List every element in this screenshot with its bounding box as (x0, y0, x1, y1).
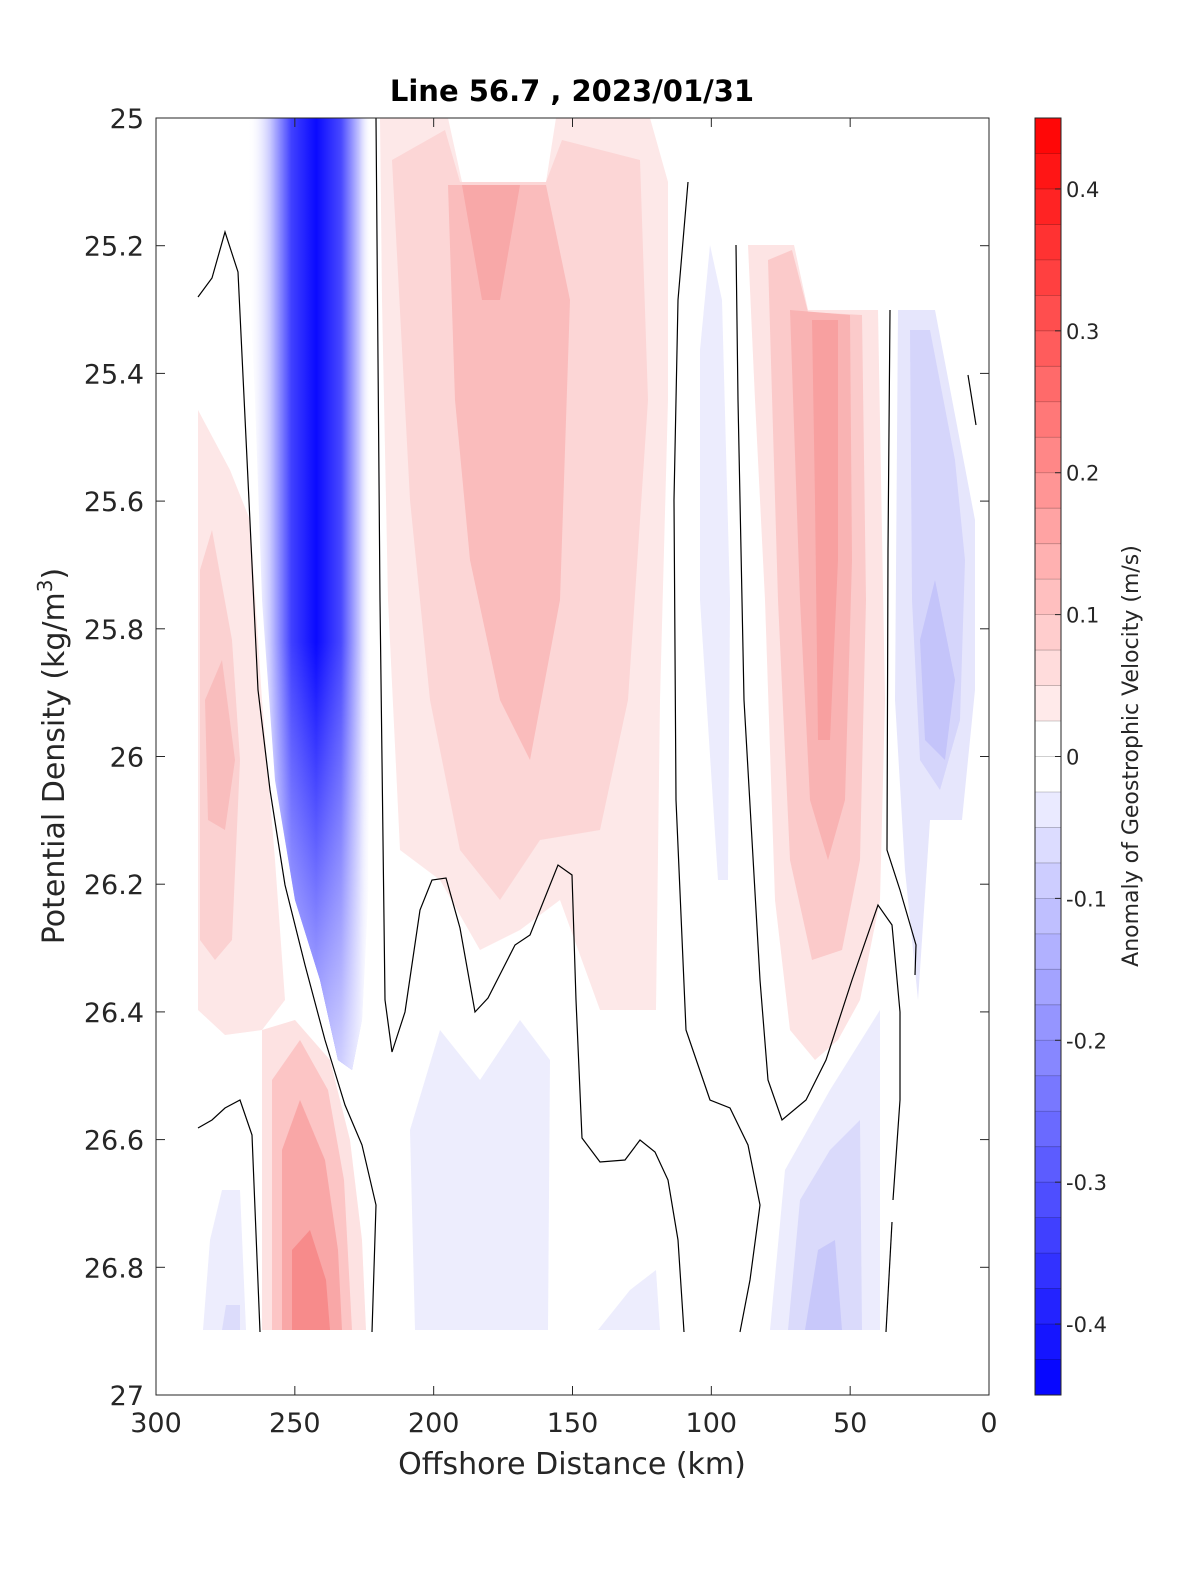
colorbar-tick-label: -0.1 (1066, 887, 1107, 911)
colorbar-segment (1035, 508, 1061, 545)
y-tick-label: 26.2 (84, 870, 144, 901)
chart-title: Line 56.7 , 2023/01/31 (390, 74, 754, 108)
colorbar-tick-label: -0.3 (1066, 1171, 1107, 1195)
field-deep-counter-peak (292, 1230, 330, 1330)
colorbar-segment (1035, 295, 1061, 332)
colorbar-segment (1035, 1288, 1061, 1325)
colorbar-tick-label: -0.2 (1066, 1029, 1107, 1053)
field-deep-central-negative (410, 1020, 550, 1330)
colorbar-segment (1035, 259, 1061, 296)
y-tick-label: 26.4 (84, 998, 144, 1029)
colorbar-label: Anomaly of Geostrophic Velocity (m/s) (1119, 545, 1144, 967)
colorbar-segment (1035, 756, 1061, 793)
zero-contour (885, 1221, 893, 1333)
colorbar-segment (1035, 827, 1061, 864)
field-nearshore-negative-core (920, 580, 955, 760)
colorbar-segment (1035, 898, 1061, 935)
colorbar-segment (1035, 224, 1061, 261)
colorbar-tick-label: 0 (1066, 746, 1079, 770)
colorbar-segment (1035, 650, 1061, 687)
colorbar-segment (1035, 1324, 1061, 1361)
field-thin-negative (700, 245, 730, 880)
colorbar-segment (1035, 1182, 1061, 1219)
colorbar-segment (1035, 721, 1061, 757)
y-tick-label: 26 (110, 743, 144, 774)
y-tick-label: 26.6 (84, 1126, 144, 1157)
plot-area (155, 117, 990, 1396)
x-tick-label: 150 (547, 1408, 599, 1439)
colorbar-segment (1035, 1040, 1061, 1077)
zero-contours (197, 118, 977, 1333)
colorbar-tick-label: 0.1 (1066, 604, 1099, 628)
field-inshore-peak (812, 320, 838, 740)
zero-contour (197, 1099, 261, 1333)
x-tick-label: 200 (408, 1408, 460, 1439)
x-tick-label: 0 (980, 1408, 997, 1439)
colorbar-segment (1035, 614, 1061, 651)
colorbar-segment (1035, 1111, 1061, 1148)
colorbar-segment (1035, 1359, 1061, 1396)
y-axis-label-suffix: ) (37, 568, 72, 580)
zero-contour (375, 118, 685, 1333)
field-deep-inshore-negative-mid (788, 1120, 862, 1330)
colorbar-segment (1035, 330, 1061, 367)
colorbar-tick-label: 0.4 (1066, 178, 1099, 202)
field-deep-central-negative-2 (598, 1270, 660, 1330)
colorbar-segment (1035, 153, 1061, 190)
field-offshore-jet-fade (248, 118, 372, 1070)
colorbar-tick-label: -0.4 (1066, 1313, 1107, 1337)
colorbar-segment (1035, 862, 1061, 899)
y-axis-label: Potential Density (kg/m3) (33, 568, 72, 944)
field-deep-inshore-negative-core (805, 1240, 842, 1330)
zero-contour (886, 309, 917, 976)
x-tick-label: 250 (269, 1408, 321, 1439)
colorbar-segment (1035, 188, 1061, 225)
y-tick-label: 25.6 (84, 487, 144, 518)
colorbar-segment (1035, 933, 1061, 970)
colorbar-segment (1035, 1004, 1061, 1041)
y-tick-label: 25 (110, 104, 144, 135)
field-offshore-positive-peak (205, 660, 235, 830)
field-deep-offshore-negative-core (222, 1305, 240, 1330)
axes: 300 250 200 150 100 50 0 25 25.2 25.4 25.6 25.8 26 26… (84, 104, 998, 1439)
zero-contour (197, 229, 377, 1333)
colorbar-segment (1035, 969, 1061, 1006)
colorbar-segment (1035, 1075, 1061, 1112)
zero-contour (673, 181, 761, 1333)
x-tick-label: 300 (130, 1408, 182, 1439)
colorbar-segment (1035, 437, 1061, 474)
field-central-core (448, 185, 570, 760)
colorbar-segment (1035, 1146, 1061, 1183)
y-axis-label-sup: 3 (33, 579, 57, 592)
colorbar-segment (1035, 1253, 1061, 1290)
colorbar-segment (1035, 1217, 1061, 1254)
x-tick-label: 50 (833, 1408, 867, 1439)
zero-contour (735, 244, 901, 1201)
y-tick-label: 25.2 (84, 232, 144, 263)
field-central-peak (462, 185, 520, 300)
x-axis-label: Offshore Distance (km) (398, 1447, 746, 1482)
y-tick-label: 27 (110, 1381, 144, 1412)
colorbar-segment (1035, 543, 1061, 580)
y-tick-label: 25.8 (84, 615, 144, 646)
colorbar-tick-label: 0.3 (1066, 320, 1099, 344)
colorbar-tick-label: 0.2 (1066, 462, 1099, 486)
colorbar-segment (1035, 118, 1061, 154)
y-tick-label: 26.8 (84, 1253, 144, 1284)
colorbar-segment (1035, 791, 1061, 828)
colorbar-segment (1035, 579, 1061, 616)
colorbar-segment (1035, 472, 1061, 509)
y-tick-label: 25.4 (84, 359, 144, 390)
colorbar-segment (1035, 366, 1061, 403)
x-tick-label: 100 (686, 1408, 738, 1439)
y-axis-label-main: Potential Density (kg/m (37, 592, 72, 944)
field-deep-offshore-negative (203, 1190, 246, 1330)
zero-contour (967, 374, 977, 426)
colorbar: 0.4 0.3 0.2 0.1 0 -0.1 -0.2 -0.3 -0.4 (1034, 117, 1107, 1396)
colorbar-segment (1035, 401, 1061, 438)
velocity-fields (198, 118, 975, 1330)
colorbar-segment (1035, 685, 1061, 722)
